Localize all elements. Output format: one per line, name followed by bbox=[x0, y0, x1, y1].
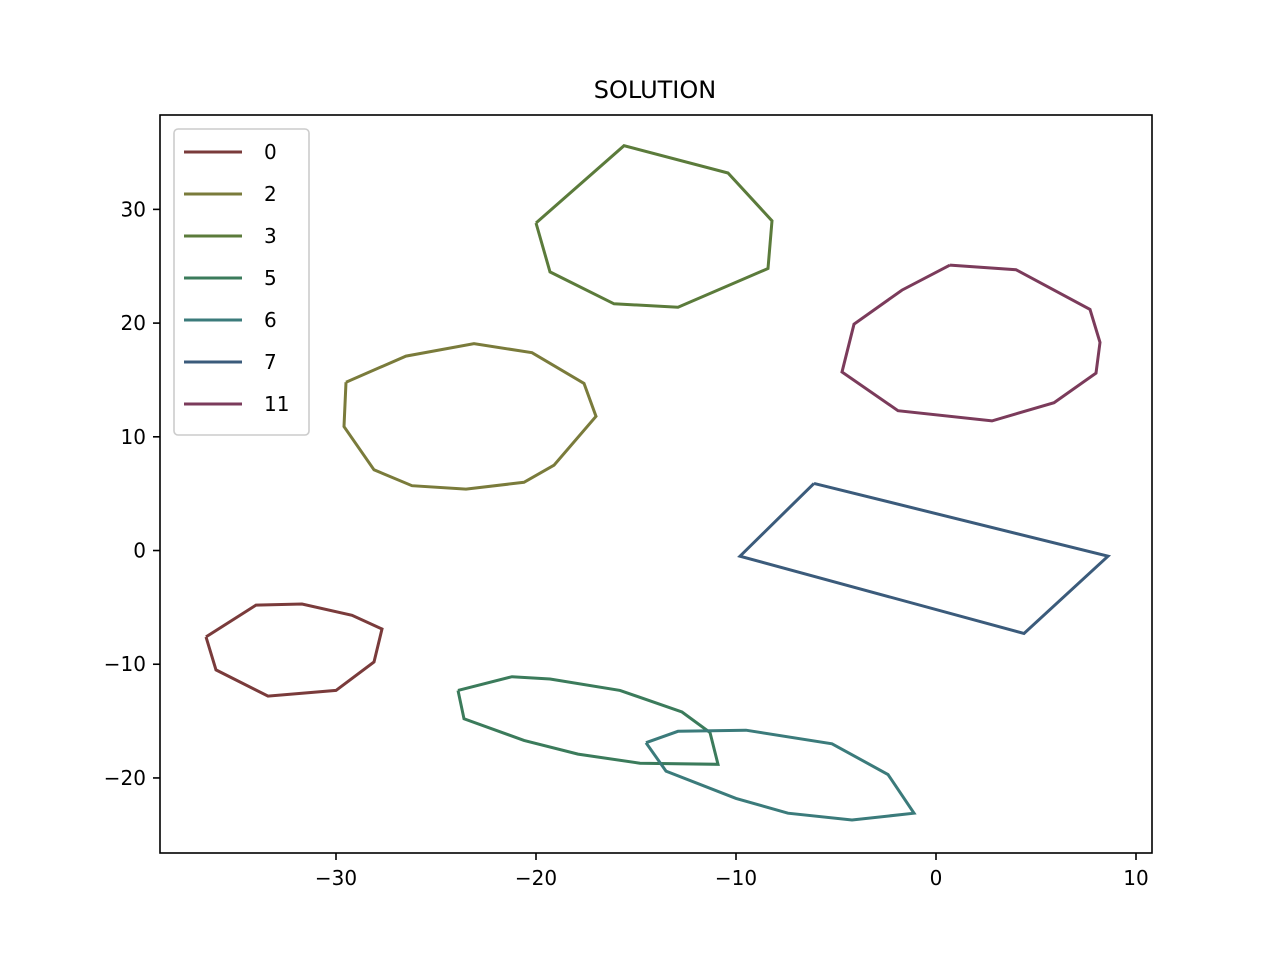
series-line-7 bbox=[737, 481, 1112, 636]
legend-label-11: 11 bbox=[264, 392, 289, 416]
legend: 0 2 3 5 6 7 11 bbox=[173, 128, 310, 436]
series-line-3 bbox=[534, 144, 774, 309]
y-tick-label: 30 bbox=[121, 197, 146, 221]
y-tick-label: −10 bbox=[104, 652, 146, 676]
x-tick-label: −30 bbox=[315, 866, 357, 890]
series-line-6 bbox=[644, 728, 917, 822]
x-tick-label: −20 bbox=[515, 866, 557, 890]
series-line-2 bbox=[342, 342, 598, 491]
legend-label-7: 7 bbox=[264, 350, 277, 374]
chart-title: SOLUTION bbox=[594, 76, 716, 104]
series-layer bbox=[204, 144, 1112, 822]
legend-label-5: 5 bbox=[264, 266, 277, 290]
y-tick-label: −20 bbox=[104, 766, 146, 790]
series-line-5 bbox=[456, 675, 720, 766]
legend-label-0: 0 bbox=[264, 140, 277, 164]
axis-ticks: −30 −20 −10 0 10 −20 −10 0 10 20 30 bbox=[104, 197, 1149, 890]
legend-label-2: 2 bbox=[264, 182, 277, 206]
series-line-0 bbox=[204, 602, 384, 698]
legend-label-6: 6 bbox=[264, 308, 277, 332]
y-tick-label: 20 bbox=[121, 311, 146, 335]
x-tick-label: −10 bbox=[715, 866, 757, 890]
x-tick-label: 10 bbox=[1123, 866, 1148, 890]
plot-area-frame bbox=[159, 114, 1153, 854]
legend-box bbox=[173, 128, 310, 436]
y-tick-label: 0 bbox=[133, 539, 146, 563]
series-line-11 bbox=[840, 263, 1102, 423]
legend-label-3: 3 bbox=[264, 224, 277, 248]
y-tick-label: 10 bbox=[121, 425, 146, 449]
x-tick-label: 0 bbox=[930, 866, 943, 890]
